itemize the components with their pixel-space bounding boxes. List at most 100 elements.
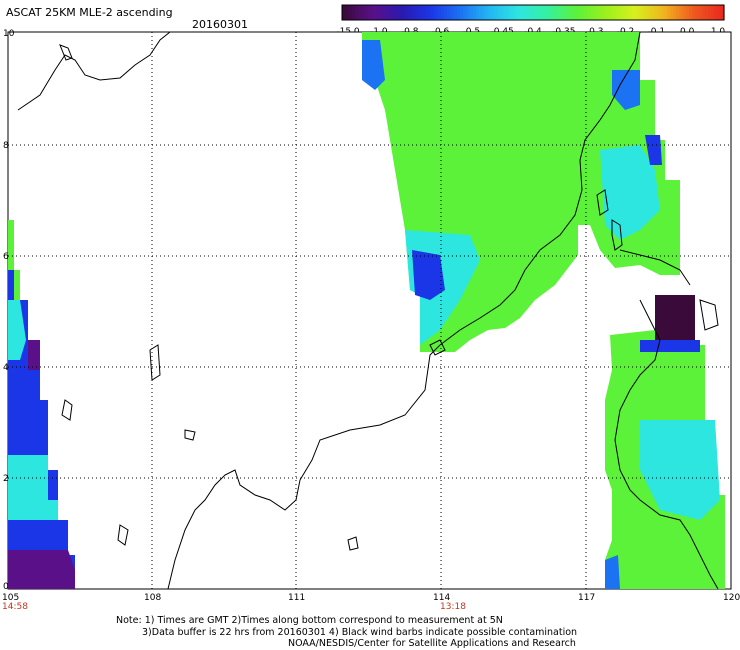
colorbar-segment xyxy=(386,5,391,20)
colorbar-segment xyxy=(396,5,400,20)
colorbar-segment xyxy=(536,5,540,20)
colorbar-segment xyxy=(354,5,359,20)
coastlines xyxy=(17,31,719,590)
colorbar-segment xyxy=(574,5,579,20)
lat-label: 8 xyxy=(3,141,9,151)
lon-label: 117 xyxy=(578,593,595,603)
colorbar-segment xyxy=(526,5,531,20)
colorbar-segment xyxy=(466,5,470,20)
colorbar-segment xyxy=(392,5,397,20)
graticule xyxy=(8,32,731,589)
colorbar-segment xyxy=(631,5,636,20)
colorbar-segment xyxy=(405,5,410,20)
colorbar-segment xyxy=(609,5,614,20)
lon-labels: 105 108 111 114 117 120 xyxy=(2,593,740,603)
colorbar-segment xyxy=(357,5,362,20)
colorbar-segment xyxy=(682,5,687,20)
colorbar-segment xyxy=(424,5,429,20)
center-swath-blue3 xyxy=(645,135,662,165)
colorbar-segment xyxy=(383,5,388,20)
colorbar-segment xyxy=(472,5,477,20)
colorbar-segment xyxy=(459,5,464,20)
colorbar-segment xyxy=(548,5,553,20)
colorbar-segment xyxy=(431,5,435,20)
colorbar-segment xyxy=(364,5,369,20)
time-labels: 14:58 13:18 xyxy=(2,602,466,612)
center-swath-blue4 xyxy=(612,70,640,110)
center-swath-cyan2 xyxy=(600,145,660,240)
colorbar-segment xyxy=(380,5,384,20)
colorbar-segment xyxy=(593,5,598,20)
colorbar-segment xyxy=(348,5,353,20)
colorbar-segment xyxy=(666,5,671,20)
note-line-1: Note: 1) Times are GMT 2)Times along bot… xyxy=(116,615,503,626)
colorbar-segment xyxy=(539,5,544,20)
colorbar-segment xyxy=(427,5,432,20)
colorbar-segment xyxy=(415,5,419,20)
right-swath-blue xyxy=(640,340,700,352)
colorbar-segment xyxy=(587,5,591,20)
colorbar-segment xyxy=(478,5,483,20)
colorbar-segment xyxy=(561,5,566,20)
colorbar-segment xyxy=(491,5,496,20)
right-swath-cyan xyxy=(640,420,720,520)
right-swath-blue2 xyxy=(605,555,620,589)
left-swath-green xyxy=(8,220,20,300)
colorbar-segment xyxy=(663,5,668,20)
colorbar-segment xyxy=(615,5,620,20)
colorbar-segment xyxy=(367,5,372,20)
colorbar-segment xyxy=(676,5,681,20)
colorbar-segment xyxy=(520,5,525,20)
colorbar-segment xyxy=(685,5,690,20)
lon-label: 105 xyxy=(2,593,19,603)
colorbar-segment xyxy=(701,5,706,20)
colorbar-segment xyxy=(577,5,582,20)
colorbar-segment xyxy=(434,5,439,20)
colorbar-segment xyxy=(571,5,575,20)
colorbar-segment xyxy=(599,5,604,20)
colorbar-segment xyxy=(673,5,677,20)
colorbar-segment xyxy=(552,5,556,20)
colorbar-segment xyxy=(370,5,375,20)
colorbar-segment xyxy=(641,5,646,20)
colorbar-segment xyxy=(408,5,413,20)
colorbar-segment xyxy=(342,5,346,20)
colorbar-segment xyxy=(517,5,521,20)
center-swath-blue1 xyxy=(362,40,385,90)
colorbar-segment xyxy=(603,5,607,20)
colorbar-segment xyxy=(698,5,703,20)
colorbar-segment xyxy=(714,5,719,20)
colorbar-segment xyxy=(469,5,474,20)
colorbar-segment xyxy=(612,5,617,20)
colorbar-segment xyxy=(634,5,639,20)
colorbar xyxy=(341,4,725,21)
right-swath-dark xyxy=(655,295,695,340)
colorbar-segment xyxy=(669,5,674,20)
colorbar-segment xyxy=(402,5,407,20)
colorbar-segment xyxy=(523,5,528,20)
note-line-3: NOAA/NESDIS/Center for Satellite Applica… xyxy=(288,638,576,649)
colorbar-segment xyxy=(555,5,560,20)
colorbar-segment xyxy=(625,5,630,20)
colorbar-segment xyxy=(373,5,378,20)
left-swath-purple2 xyxy=(8,550,75,589)
colorbar-segment xyxy=(606,5,610,20)
colorbar-segment xyxy=(485,5,490,20)
colorbar-segment xyxy=(437,5,442,20)
colorbar-segment xyxy=(533,5,537,20)
colorbar-segment xyxy=(412,5,416,20)
colorbar-segment xyxy=(720,5,725,20)
colorbar-segment xyxy=(443,5,448,20)
colorbar-segment xyxy=(644,5,649,20)
colorbar-segment xyxy=(717,5,722,20)
colorbar-segment xyxy=(657,5,661,20)
lat-label: 6 xyxy=(3,252,9,262)
colorbar-segment xyxy=(704,5,709,20)
colorbar-segment xyxy=(513,5,518,20)
colorbar-segment xyxy=(440,5,445,20)
colorbar-segment xyxy=(529,5,534,20)
colorbar-segment xyxy=(462,5,467,20)
time-label: 14:58 xyxy=(2,602,28,612)
colorbar-segment xyxy=(650,5,655,20)
